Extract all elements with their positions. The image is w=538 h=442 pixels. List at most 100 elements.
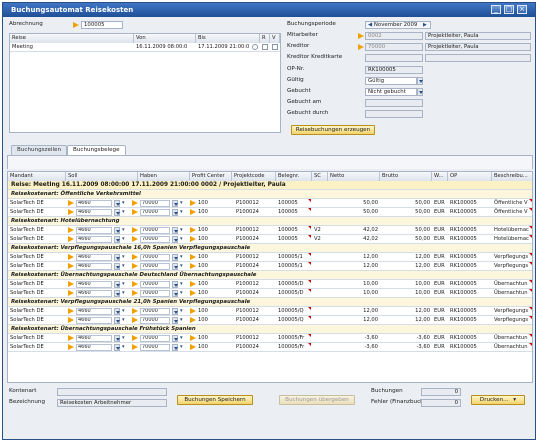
table-row[interactable]: SolarTech DE 4660 ▾ 70000 ▾ 100 P100012 100005/… [8, 253, 532, 262]
cell-haben[interactable]: 70000 [140, 209, 170, 216]
soll-link-icon[interactable] [68, 200, 75, 206]
soll-link-icon[interactable] [68, 290, 75, 296]
haben-dropdown-icon[interactable] [172, 227, 178, 234]
pc-link-icon[interactable] [190, 236, 197, 242]
soll-chevron-icon[interactable]: ▾ [122, 200, 125, 206]
soll-link-icon[interactable] [68, 263, 75, 269]
soll-chevron-icon[interactable]: ▾ [122, 344, 125, 350]
pc-link-icon[interactable] [190, 227, 197, 233]
haben-dropdown-icon[interactable] [172, 308, 178, 315]
gueltig-dropdown-icon[interactable] [417, 77, 423, 85]
soll-link-icon[interactable] [68, 254, 75, 260]
haben-dropdown-icon[interactable] [172, 200, 178, 207]
cell-soll[interactable]: 4660 [76, 254, 112, 261]
trip-row[interactable]: Meeting 16.11.2009 08:00:0 17.11.2009 21… [10, 43, 280, 52]
drucken-dropdown-icon[interactable]: ▾ [513, 397, 517, 403]
soll-link-icon[interactable] [68, 344, 75, 350]
cell-soll[interactable]: 4660 [76, 308, 112, 315]
pc-link-icon[interactable] [190, 290, 197, 296]
soll-dropdown-icon[interactable] [114, 209, 120, 216]
pc-link-icon[interactable] [190, 344, 197, 350]
haben-chevron-icon[interactable]: ▾ [180, 290, 183, 296]
haben-link-icon[interactable] [132, 290, 139, 296]
close-button[interactable]: × [517, 5, 527, 14]
haben-link-icon[interactable] [132, 209, 139, 215]
trip-radio[interactable] [252, 44, 258, 50]
haben-dropdown-icon[interactable] [172, 209, 178, 216]
haben-dropdown-icon[interactable] [172, 236, 178, 243]
cell-haben[interactable]: 70000 [140, 317, 170, 324]
table-row[interactable]: SolarTech DE 4660 ▾ 70000 ▾ 100 P100024 100005 V… [8, 235, 532, 244]
haben-dropdown-icon[interactable] [172, 335, 178, 342]
soll-dropdown-icon[interactable] [114, 344, 120, 351]
pc-link-icon[interactable] [190, 335, 197, 341]
table-row[interactable]: SolarTech DE 4660 ▾ 70000 ▾ 100 P100024 100005/… [8, 343, 532, 352]
soll-link-icon[interactable] [68, 227, 75, 233]
haben-dropdown-icon[interactable] [172, 317, 178, 324]
cell-haben[interactable]: 70000 [140, 290, 170, 297]
table-row[interactable]: SolarTech DE 4660 ▾ 70000 ▾ 100 P100024 100005/… [8, 316, 532, 325]
table-row[interactable]: SolarTech DE 4660 ▾ 70000 ▾ 100 P100012 100005/… [8, 280, 532, 289]
haben-chevron-icon[interactable]: ▾ [180, 209, 183, 215]
col-haben[interactable]: Haben [138, 172, 190, 181]
soll-chevron-icon[interactable]: ▾ [122, 209, 125, 215]
soll-dropdown-icon[interactable] [114, 200, 120, 207]
table-row[interactable]: SolarTech DE 4660 ▾ 70000 ▾ 100 P100012 100005 V… [8, 226, 532, 235]
haben-link-icon[interactable] [132, 335, 139, 341]
soll-link-icon[interactable] [68, 308, 75, 314]
cell-soll[interactable]: 4660 [76, 227, 112, 234]
haben-chevron-icon[interactable]: ▾ [180, 200, 183, 206]
mitarbeiter-link-icon[interactable] [358, 33, 365, 39]
soll-link-icon[interactable] [68, 236, 75, 242]
cell-soll[interactable]: 4660 [76, 200, 112, 207]
haben-dropdown-icon[interactable] [172, 344, 178, 351]
gebucht-select[interactable]: Nicht gebucht [365, 88, 417, 96]
col-brutto[interactable]: Brutto [380, 172, 432, 181]
minimize-button[interactable]: _ [491, 5, 501, 14]
cell-haben[interactable]: 70000 [140, 236, 170, 243]
buchungen-speichern-button[interactable]: Buchungen Speichern [177, 395, 253, 405]
tab-buchungszeilen[interactable]: Buchungszeilen [11, 145, 68, 155]
cell-soll[interactable]: 4660 [76, 281, 112, 288]
tab-buchungsbelege[interactable]: Buchungsbelege [67, 145, 126, 155]
soll-chevron-icon[interactable]: ▾ [122, 290, 125, 296]
cell-haben[interactable]: 70000 [140, 308, 170, 315]
haben-link-icon[interactable] [132, 308, 139, 314]
haben-link-icon[interactable] [132, 263, 139, 269]
cell-haben[interactable]: 70000 [140, 281, 170, 288]
col-projektcode[interactable]: Projektcode [232, 172, 276, 181]
soll-chevron-icon[interactable]: ▾ [122, 281, 125, 287]
pc-link-icon[interactable] [190, 263, 197, 269]
soll-dropdown-icon[interactable] [114, 227, 120, 234]
soll-dropdown-icon[interactable] [114, 281, 120, 288]
haben-chevron-icon[interactable]: ▾ [180, 308, 183, 314]
link-arrow-icon[interactable] [73, 22, 80, 28]
periode-field[interactable]: ◀ November 2009 [365, 21, 431, 29]
cell-soll[interactable]: 4660 [76, 236, 112, 243]
trip-r-checkbox[interactable] [262, 44, 268, 50]
col-profit-center[interactable]: Profit Center [190, 172, 232, 181]
cell-soll[interactable]: 4660 [76, 290, 112, 297]
haben-dropdown-icon[interactable] [172, 263, 178, 270]
cell-soll[interactable]: 4660 [76, 335, 112, 342]
kreditor-kk-field[interactable] [365, 54, 423, 62]
soll-dropdown-icon[interactable] [114, 254, 120, 261]
cell-haben[interactable]: 70000 [140, 254, 170, 261]
pc-link-icon[interactable] [190, 317, 197, 323]
haben-link-icon[interactable] [132, 344, 139, 350]
col-mandant[interactable]: Mandant [8, 172, 66, 181]
cell-haben[interactable]: 70000 [140, 263, 170, 270]
haben-dropdown-icon[interactable] [172, 254, 178, 261]
col-op[interactable]: OP [448, 172, 492, 181]
table-row[interactable]: SolarTech DE 4660 ▾ 70000 ▾ 100 P100024 100005/… [8, 262, 532, 271]
pc-link-icon[interactable] [190, 308, 197, 314]
pc-link-icon[interactable] [190, 254, 197, 260]
cell-soll[interactable]: 4660 [76, 344, 112, 351]
prev-period-icon[interactable]: ◀ [368, 22, 373, 28]
soll-chevron-icon[interactable]: ▾ [122, 236, 125, 242]
haben-chevron-icon[interactable]: ▾ [180, 236, 183, 242]
cell-soll[interactable]: 4660 [76, 317, 112, 324]
cell-haben[interactable]: 70000 [140, 227, 170, 234]
soll-dropdown-icon[interactable] [114, 308, 120, 315]
haben-chevron-icon[interactable]: ▾ [180, 263, 183, 269]
